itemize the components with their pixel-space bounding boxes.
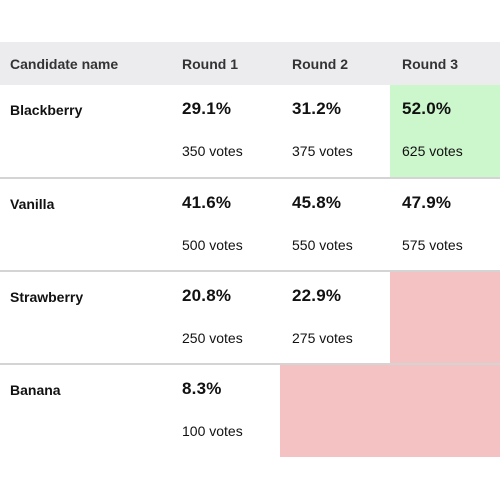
winner-cell: 52.0% 625 votes xyxy=(390,85,500,178)
vote-count: 575 votes xyxy=(402,237,463,253)
vote-percentage: 22.9% xyxy=(292,286,342,305)
round-cell: 31.2% 375 votes xyxy=(280,85,390,178)
candidate-name: Strawberry xyxy=(10,289,84,305)
vote-count: 275 votes xyxy=(292,330,353,346)
round-cell: 29.1% 350 votes xyxy=(170,85,280,178)
vote-count: 500 votes xyxy=(182,237,243,253)
table-row: Vanilla 41.6% 500 votes 45.8% 550 votes … xyxy=(0,178,500,271)
vote-percentage: 20.8% xyxy=(182,286,232,305)
candidate-name: Vanilla xyxy=(10,196,55,212)
vote-count: 375 votes xyxy=(292,143,353,159)
candidate-name: Blackberry xyxy=(10,102,83,118)
header-round-2: Round 2 xyxy=(292,55,348,72)
candidate-name: Banana xyxy=(10,382,61,398)
vote-percentage: 31.2% xyxy=(292,99,342,118)
vote-count: 625 votes xyxy=(402,143,463,159)
vote-count: 100 votes xyxy=(182,423,243,439)
round-cell: 22.9% 275 votes xyxy=(280,271,390,364)
header-round-3: Round 3 xyxy=(402,55,458,72)
vote-percentage: 29.1% xyxy=(182,99,232,118)
vote-count: 250 votes xyxy=(182,330,243,346)
header-round-1: Round 1 xyxy=(182,55,238,72)
vote-count: 550 votes xyxy=(292,237,353,253)
vote-percentage: 41.6% xyxy=(182,193,232,212)
round-cell: 47.9% 575 votes xyxy=(390,178,500,271)
vote-percentage: 52.0% xyxy=(402,99,452,118)
table-row: Banana 8.3% 100 votes xyxy=(0,364,500,457)
round-cell: 41.6% 500 votes xyxy=(170,178,280,271)
round-cell: 45.8% 550 votes xyxy=(280,178,390,271)
round-cell: 20.8% 250 votes xyxy=(170,271,280,364)
vote-percentage: 8.3% xyxy=(182,379,222,398)
eliminated-cell xyxy=(390,271,500,364)
rcv-results-table: Candidate name Round 1 Round 2 Round 3 B… xyxy=(0,42,500,457)
vote-percentage: 45.8% xyxy=(292,193,342,212)
vote-count: 350 votes xyxy=(182,143,243,159)
vote-percentage: 47.9% xyxy=(402,193,452,212)
eliminated-cell xyxy=(280,364,500,457)
table-row: Blackberry 29.1% 350 votes 31.2% 375 vot… xyxy=(0,85,500,178)
round-cell: 8.3% 100 votes xyxy=(170,364,280,457)
table-header-row: Candidate name Round 1 Round 2 Round 3 xyxy=(0,42,500,85)
table-row: Strawberry 20.8% 250 votes 22.9% 275 vot… xyxy=(0,271,500,364)
header-candidate-name: Candidate name xyxy=(10,55,119,72)
